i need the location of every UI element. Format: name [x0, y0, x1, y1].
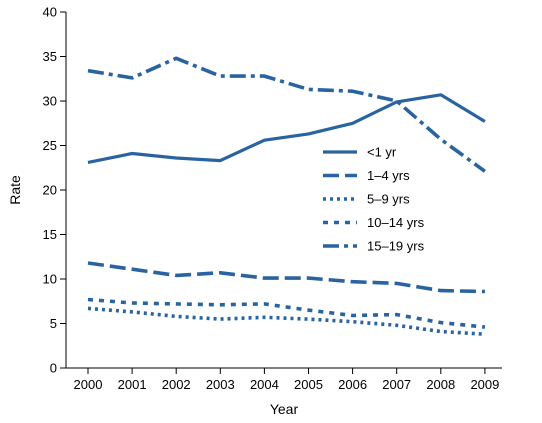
series-line-0	[87, 93, 486, 164]
series-lines	[87, 56, 486, 336]
y-tick-label: 30	[43, 94, 57, 109]
legend-label: 15–19 yrs	[367, 239, 425, 254]
legend-label: <1 yr	[367, 145, 397, 160]
legend-label: 5–9 yrs	[367, 192, 410, 207]
y-tick-label: 5	[50, 316, 57, 331]
x-tick-label: 2002	[162, 377, 191, 392]
x-tick-label: 2008	[426, 377, 455, 392]
x-tick-label: 2009	[470, 377, 499, 392]
axes	[65, 12, 502, 369]
y-tick-label: 15	[43, 227, 57, 242]
x-tick-label: 2006	[338, 377, 367, 392]
x-tick-label: 2001	[118, 377, 147, 392]
y-tick-label: 20	[43, 183, 57, 198]
legend: <1 yr 1–4 yrs 5–9 yrs 10–14 yrs 15–19 yrs	[323, 145, 425, 254]
legend-label: 1–4 yrs	[367, 168, 410, 183]
y-tick-label: 40	[43, 5, 57, 20]
x-ticks: 2000 2001 2002 2003 2004 2005 2006 2007 2008 2009	[74, 368, 499, 392]
y-tick-label: 10	[43, 272, 57, 287]
y-tick-label: 0	[50, 361, 57, 376]
series-line-2	[87, 306, 486, 336]
y-ticks: 0 5 10 15 20 25 30 35 40	[43, 5, 66, 376]
x-tick-label: 2003	[206, 377, 235, 392]
series-line-4	[87, 56, 486, 173]
x-tick-label: 2005	[294, 377, 323, 392]
y-tick-label: 25	[43, 138, 57, 153]
y-axis-label: Rate	[7, 175, 23, 205]
series-line-1	[87, 261, 485, 294]
x-tick-label: 2000	[74, 377, 103, 392]
x-axis-label: Year	[270, 401, 299, 417]
x-tick-label: 2004	[250, 377, 279, 392]
legend-label: 10–14 yrs	[367, 215, 425, 230]
y-tick-label: 35	[43, 49, 57, 64]
x-tick-label: 2007	[382, 377, 411, 392]
series-line-3	[87, 297, 486, 329]
